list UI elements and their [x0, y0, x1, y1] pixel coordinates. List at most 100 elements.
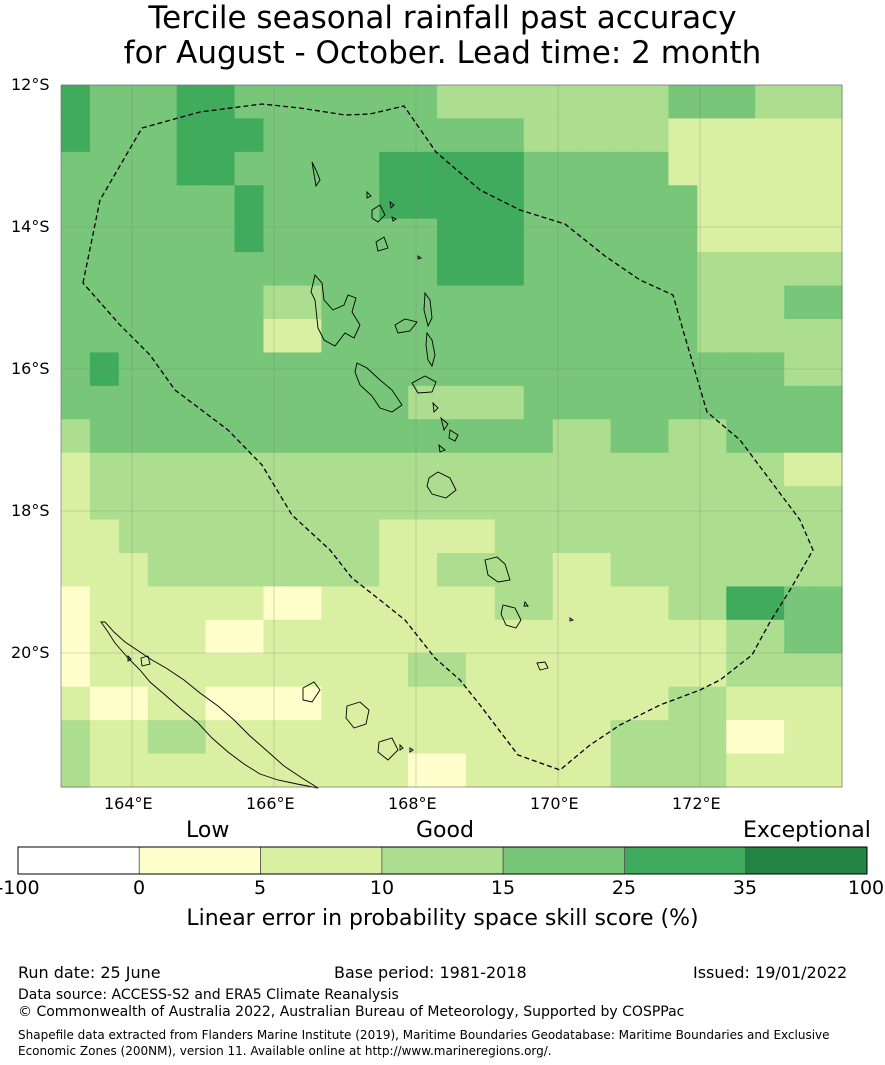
grid-cell: [494, 218, 525, 253]
grid-cell: [494, 586, 525, 621]
grid-cell: [639, 385, 670, 420]
grid-cell: [610, 352, 641, 387]
grid-cell: [147, 486, 178, 521]
grid-cell: [205, 385, 236, 420]
grid-cell: [292, 619, 322, 654]
grid-cell: [234, 586, 265, 621]
grid-cell: [176, 720, 207, 755]
grid-cell: [494, 519, 525, 554]
grid-cell: [552, 218, 583, 253]
grid-cell: [292, 252, 322, 287]
grid-cell: [755, 486, 785, 521]
grid-cell: [668, 151, 698, 186]
island-torres-banks: [311, 161, 423, 260]
grid-cell: [263, 419, 294, 454]
grid-cell: [89, 151, 120, 186]
grid-cell: [263, 385, 294, 420]
lon-label-170e: 170°E: [530, 794, 579, 813]
grid-cell: [350, 419, 380, 454]
grid-cell: [552, 519, 583, 554]
grid-cell: [147, 285, 178, 320]
grid-cell: [668, 586, 698, 621]
grid-cell: [755, 419, 785, 454]
grid-cell: [581, 218, 612, 253]
grid-cell: [263, 452, 294, 487]
grid-cell: [408, 686, 438, 721]
grid-cell: [552, 452, 583, 487]
grid-cell: [234, 218, 265, 253]
grid-cell: [610, 252, 641, 287]
grid-cell: [581, 720, 612, 755]
grid-cell: [176, 653, 207, 688]
grid-cell: [668, 486, 698, 521]
grid-cell: [726, 118, 756, 153]
grid-cell: [234, 619, 265, 654]
grid-cell: [350, 385, 380, 420]
grid-cell: [292, 352, 322, 387]
grid-cell: [379, 185, 409, 220]
grid-cell: [465, 118, 496, 153]
grid-cell: [263, 319, 294, 354]
grid-cell: [147, 252, 178, 287]
grid-cell: [639, 185, 670, 220]
grid-cell: [176, 686, 207, 721]
grid-cell: [292, 85, 322, 120]
island-belep: [127, 654, 151, 667]
lat-label-18s: 18°S: [11, 501, 50, 520]
grid-cell: [234, 185, 265, 220]
island-epi: [448, 429, 459, 442]
grid-cell: [205, 653, 236, 688]
grid-cell: [668, 753, 698, 788]
grid-cell: [813, 720, 843, 755]
grid-cell: [147, 586, 178, 621]
grid-cell: [379, 753, 409, 788]
grid-cell: [813, 352, 843, 387]
grid-cell: [263, 519, 294, 554]
grid-cell: [350, 586, 380, 621]
grid-cell: [118, 720, 149, 755]
issued-date: Issued: 19/01/2022: [693, 963, 848, 982]
grid-cell: [784, 218, 814, 253]
colorbar-category-good: Good: [416, 818, 474, 843]
grid-cell: [639, 553, 670, 588]
grid-cell: [61, 452, 91, 487]
grid-cell: [726, 619, 756, 654]
grid-cell: [697, 252, 727, 287]
grid-cell: [813, 686, 843, 721]
grid-cell: [523, 352, 554, 387]
grid-cell: [408, 352, 438, 387]
grid-cell: [321, 85, 351, 120]
grid-cell: [205, 586, 236, 621]
grid-cell: [552, 252, 583, 287]
grid-cell: [813, 486, 843, 521]
grid-cell: [350, 619, 380, 654]
grid-cell: [147, 319, 178, 354]
grid-cell: [697, 452, 727, 487]
grid-cell: [465, 720, 496, 755]
grid-cell: [379, 553, 409, 588]
grid-cell: [205, 452, 236, 487]
grid-cell: [234, 753, 265, 788]
colorbar-swatch: [260, 846, 383, 875]
grid-cell: [379, 653, 409, 688]
grid-cell: [726, 753, 756, 788]
grid-cell: [523, 252, 554, 287]
grid-cell: [379, 218, 409, 253]
colorbar-swatch: [745, 846, 868, 875]
grid-cell: [61, 252, 91, 287]
island-ambrym-paama: [432, 401, 449, 432]
grid-cell: [494, 319, 525, 354]
grid-cell: [552, 653, 583, 688]
grid-cell: [89, 553, 120, 588]
grid-cell: [784, 319, 814, 354]
grid-cell: [118, 218, 149, 253]
grid-cell: [234, 419, 265, 454]
colorbar-tick: 10: [369, 877, 395, 899]
grid-cell: [408, 285, 438, 320]
grid-cell: [813, 252, 843, 287]
grid-cell: [639, 586, 670, 621]
grid-cell: [581, 619, 612, 654]
grid-cell: [581, 252, 612, 287]
grid-cell: [813, 586, 843, 621]
grid-cell: [610, 285, 641, 320]
